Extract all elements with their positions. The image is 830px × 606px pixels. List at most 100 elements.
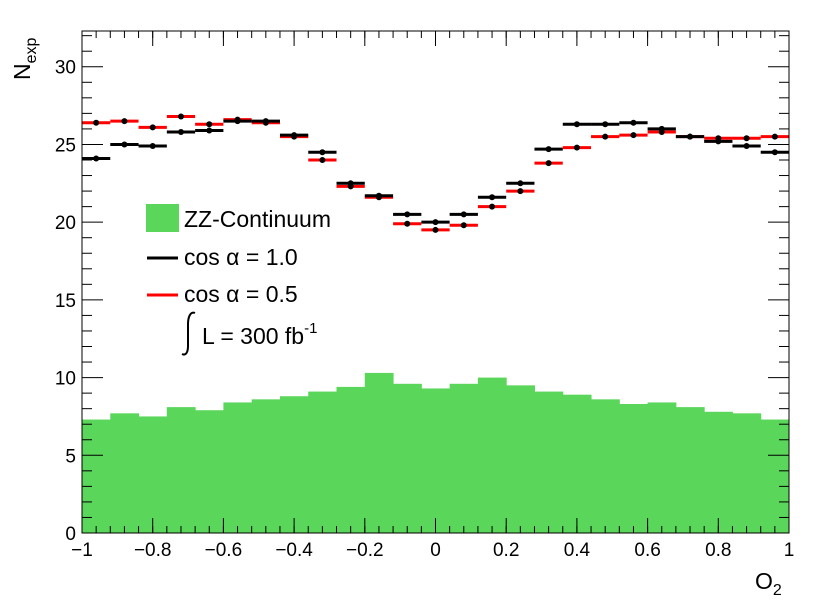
histogram-bar — [619, 404, 649, 533]
histogram-bar — [166, 407, 196, 533]
x-axis-title: O2 — [755, 568, 782, 599]
data-point — [404, 211, 411, 218]
y-tick-label: 10 — [55, 369, 76, 390]
data-point — [347, 180, 354, 187]
data-point — [149, 143, 156, 150]
lumi-label-exponent: -1 — [304, 320, 317, 337]
x-tick-label: 0.8 — [705, 540, 731, 561]
data-point — [517, 180, 524, 187]
histogram-bar — [82, 419, 111, 533]
data-point — [404, 220, 411, 227]
histogram-bar — [647, 402, 677, 533]
histogram-bar — [195, 410, 224, 533]
y-axis-title-sub: exp — [23, 37, 40, 63]
histogram-bar — [760, 419, 790, 533]
data-point — [489, 194, 496, 201]
data-point — [121, 118, 128, 125]
data-point — [177, 113, 184, 120]
data-point — [460, 211, 467, 218]
data-point — [489, 203, 496, 210]
data-point — [687, 133, 694, 140]
legend-label-cos-1: cos α = 1.0 — [184, 244, 298, 270]
histogram-bar — [110, 413, 140, 533]
x-tick-label: −1 — [71, 540, 93, 561]
data-point — [319, 156, 326, 163]
histogram-bar — [591, 399, 620, 533]
x-tick-label: −0.2 — [346, 540, 384, 561]
y-tick-label: 5 — [65, 446, 76, 467]
data-point — [432, 219, 439, 226]
x-axis-title-sub: 2 — [773, 582, 782, 599]
data-point — [291, 132, 298, 139]
histogram-bar — [393, 383, 422, 533]
legend-swatch-zz-continuum — [146, 204, 179, 232]
y-tick-label: 0 — [65, 524, 76, 545]
data-point — [149, 124, 156, 131]
integral-sign — [181, 311, 196, 356]
data-point — [121, 141, 128, 148]
data-point — [375, 192, 382, 199]
lumi-label: L = 300 fb-1 — [202, 320, 317, 349]
data-point — [234, 118, 241, 125]
legend-label-zz-continuum: ZZ-Continuum — [184, 206, 331, 232]
data-point — [602, 133, 609, 140]
data-point — [602, 121, 609, 128]
histogram-bar — [704, 411, 733, 533]
histogram-bar — [251, 399, 281, 533]
y-tick-label: 15 — [55, 291, 76, 312]
histogram-bar — [506, 385, 535, 533]
histogram-bar — [477, 377, 507, 533]
x-tick-label: −0.6 — [205, 540, 243, 561]
histogram-bar — [308, 391, 338, 533]
y-tick-label: 20 — [55, 213, 76, 234]
data-point — [93, 155, 100, 162]
x-axis-title-main: O — [755, 568, 773, 594]
series-cos-1 — [82, 118, 789, 226]
histogram-bar — [223, 402, 253, 533]
legend: ZZ-Continuum cos α = 1.0 cos α = 0.5 L =… — [146, 204, 331, 356]
data-point — [262, 118, 269, 125]
data-point — [573, 144, 580, 151]
y-axis-title: Nexp — [9, 37, 40, 80]
y-tick-label: 30 — [55, 58, 76, 79]
y-axis-title-main: N — [9, 63, 35, 80]
data-point — [573, 121, 580, 128]
x-tick-label: 0 — [430, 540, 441, 561]
y-tick-label: 25 — [55, 135, 76, 156]
data-point — [93, 119, 100, 126]
signal-series — [82, 113, 789, 233]
lumi-label-main: L = 300 fb — [202, 323, 304, 349]
data-point — [630, 119, 637, 126]
tick-marks — [81, 31, 790, 534]
data-point — [545, 160, 552, 167]
histogram-bar — [534, 391, 564, 533]
histogram-bar — [336, 386, 366, 533]
histogram-bar — [279, 396, 309, 533]
histogram-bar — [364, 372, 394, 533]
x-tick-label: 1 — [784, 540, 795, 561]
histogram-bar — [675, 407, 705, 533]
x-tick-label: 0.2 — [493, 540, 519, 561]
data-point — [432, 226, 439, 233]
data-point — [177, 129, 184, 136]
data-point — [715, 138, 722, 145]
background-histogram — [82, 372, 790, 533]
data-point — [206, 127, 213, 134]
data-point — [460, 222, 467, 229]
data-point — [743, 135, 750, 142]
data-point — [658, 125, 665, 132]
histogram-bar — [138, 416, 168, 533]
legend-label-cos-05: cos α = 0.5 — [184, 281, 298, 307]
data-point — [743, 143, 750, 150]
data-point — [771, 149, 778, 156]
data-point — [771, 133, 778, 140]
histogram-bar — [449, 383, 479, 533]
data-point — [517, 188, 524, 195]
histogram-bar — [562, 394, 592, 533]
histogram-bar — [421, 388, 451, 533]
x-tick-label: −0.8 — [134, 540, 172, 561]
data-point — [630, 132, 637, 139]
x-tick-label: −0.4 — [275, 540, 313, 561]
tick-labels: −1 −0.8 −0.6 −0.4 −0.2 0 0.2 0.4 0.6 0.8 105101520… — [55, 58, 794, 561]
